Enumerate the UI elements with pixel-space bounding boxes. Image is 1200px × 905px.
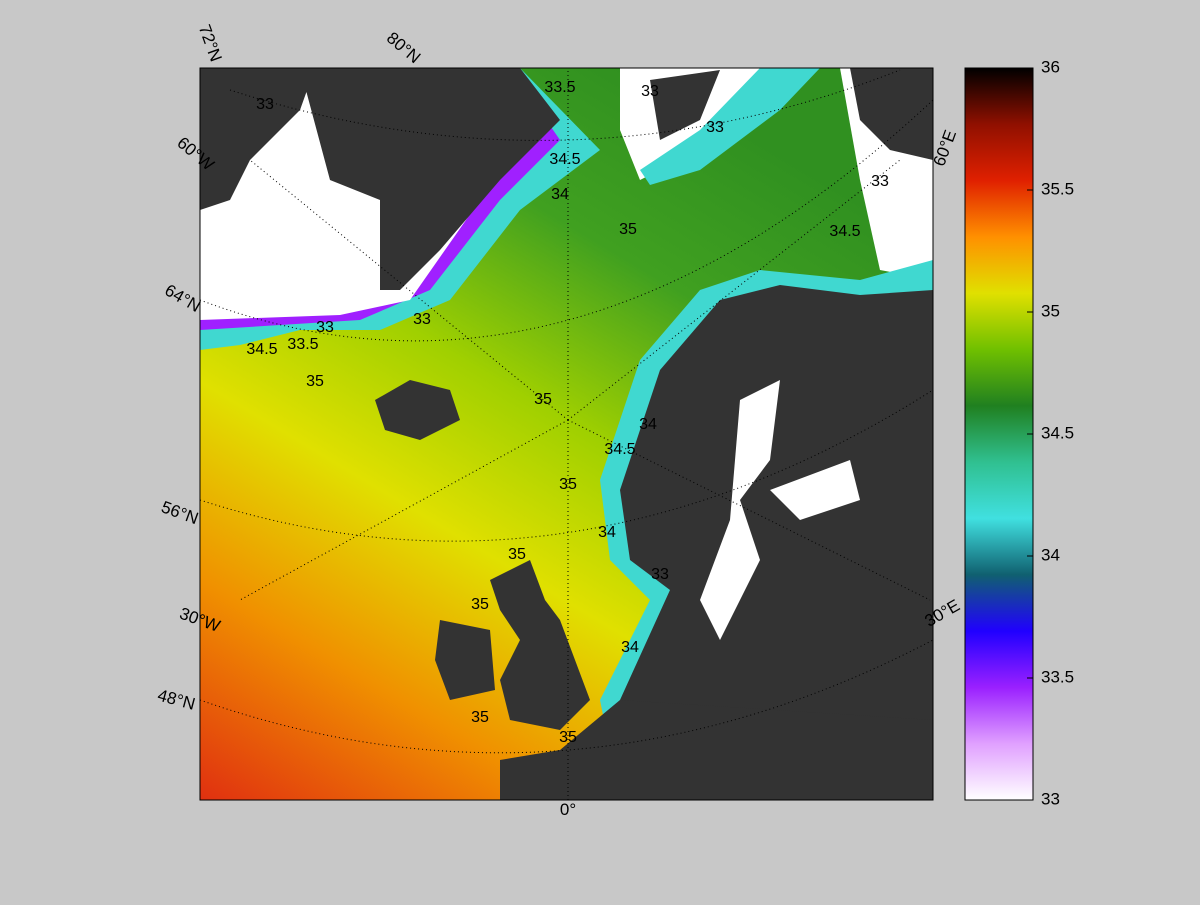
graticule-label: 72°N	[195, 22, 226, 64]
colorbar-tick-label: 34.5	[1041, 423, 1074, 442]
greenland	[200, 68, 560, 290]
contour-label: 34	[598, 524, 616, 541]
colorbar	[964, 67, 1034, 801]
colorbar-ticks: 33 33.5 34 34.5 35 35.5 36	[1027, 57, 1074, 808]
contour-label: 33	[651, 566, 669, 583]
contour-label: 34	[551, 186, 569, 203]
contour-label: 35	[471, 709, 489, 726]
graticule	[200, 68, 933, 800]
map-frame	[199, 67, 934, 801]
contour-label: 33.5	[287, 336, 318, 353]
colorbar-tick-label: 36	[1041, 57, 1060, 76]
contour-label: 35	[619, 221, 637, 238]
contour-label: 35	[508, 546, 526, 563]
graticule-label: 64°N	[162, 281, 204, 316]
contour-label: 33	[641, 83, 659, 100]
coastal-water	[640, 68, 820, 185]
contour-label: 33	[256, 96, 274, 113]
contour-label: 35	[306, 373, 324, 390]
contour-label: 33	[706, 119, 724, 136]
contour-label: 35	[471, 596, 489, 613]
contour-label: 34.5	[246, 341, 277, 358]
scandinavia	[620, 285, 933, 800]
colorbar-tick-label: 34	[1041, 545, 1060, 564]
graticule-label: 60°E	[930, 127, 961, 168]
contour-label: 33	[413, 311, 431, 328]
graticule-label: 56°N	[159, 497, 201, 528]
contour-label: 34.5	[829, 223, 860, 240]
contour-label: 34	[639, 416, 657, 433]
contour-label: 35	[559, 476, 577, 493]
contour-label: 33.5	[544, 79, 575, 96]
contour-label: 35	[534, 391, 552, 408]
contour-label: 35	[559, 729, 577, 746]
colorbar-tick-label: 35.5	[1041, 179, 1074, 198]
british-isles	[435, 560, 590, 730]
contour-label: 34.5	[549, 151, 580, 168]
colorbar-tick-label: 33	[1041, 789, 1060, 808]
iceland	[375, 380, 460, 440]
graticule-label: 48°N	[156, 686, 198, 714]
contour-label: 33	[871, 173, 889, 190]
europe	[500, 700, 933, 800]
graticule-label: 80°N	[383, 28, 424, 67]
svalbard	[650, 70, 720, 140]
contour-label: 33	[316, 319, 334, 336]
colorbar-tick-label: 33.5	[1041, 667, 1074, 686]
contour-label: 34.5	[604, 441, 635, 458]
contour-label: 34	[621, 639, 639, 656]
baltic	[700, 380, 860, 640]
graticule-label: 0°	[560, 800, 576, 819]
colorbar-tick-label: 35	[1041, 301, 1060, 320]
novaya-zemlya	[850, 68, 933, 160]
